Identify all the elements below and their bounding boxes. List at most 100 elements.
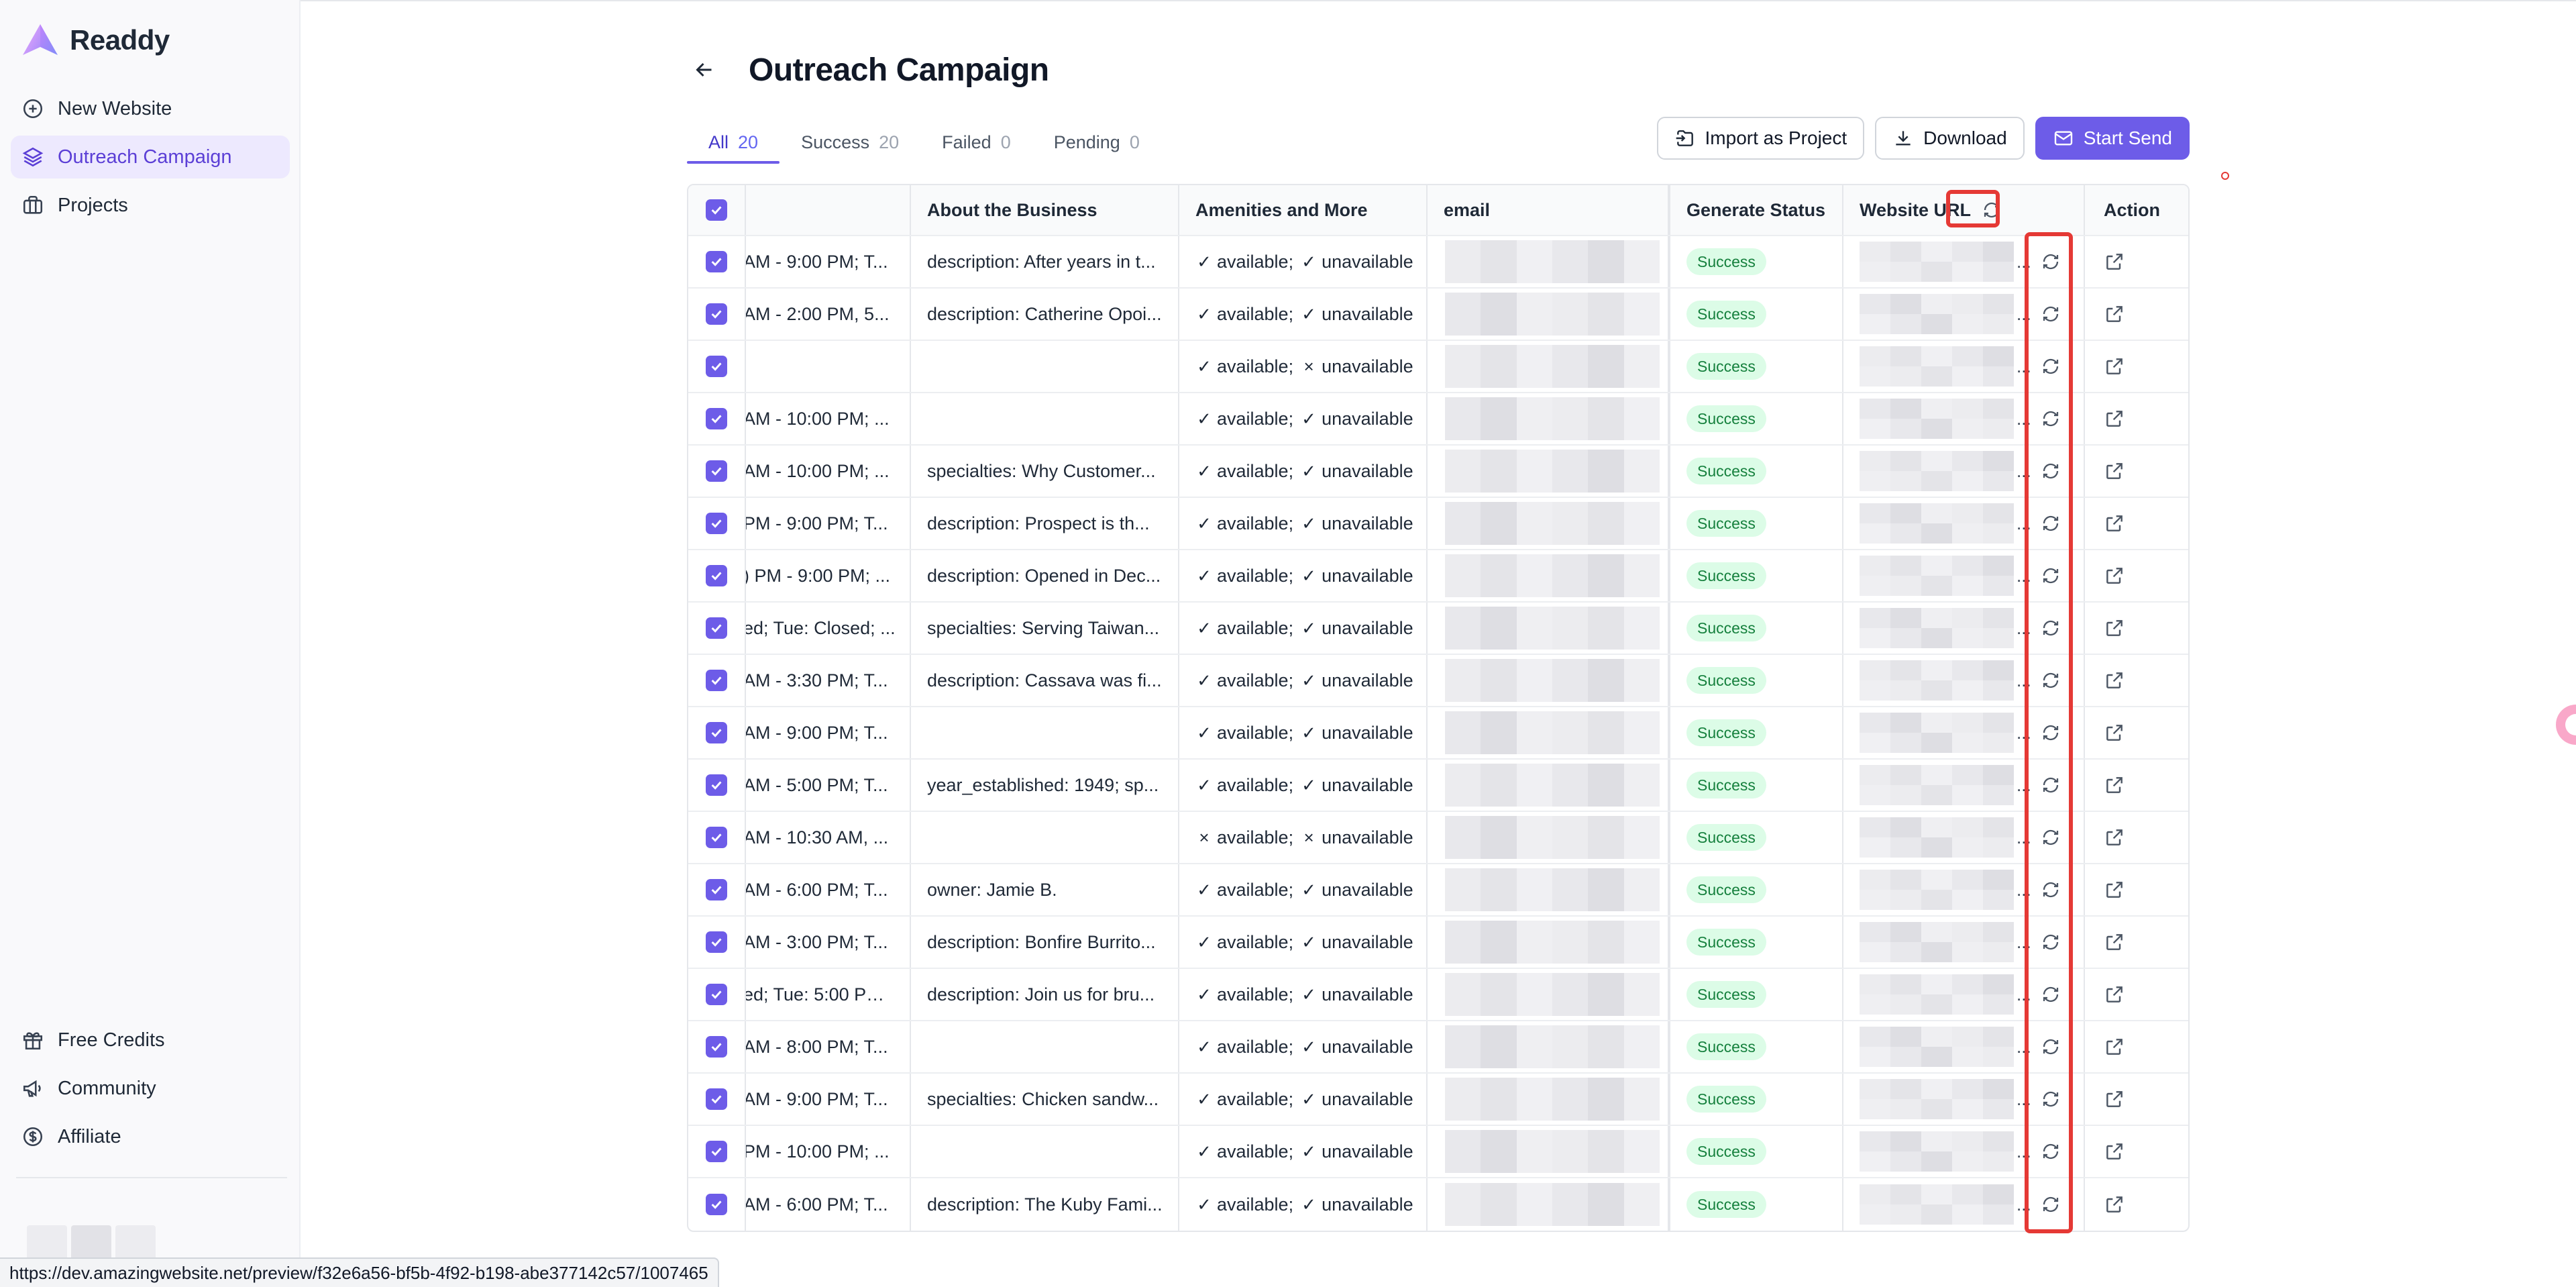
refresh-icon[interactable] [2041, 252, 2061, 272]
table-row[interactable]: AM - 10:00 PM; ... ✓ available; ✓ unavailabl… [688, 393, 2188, 446]
url-cell[interactable]: ... [1843, 289, 2085, 340]
row-checkbox[interactable] [706, 931, 727, 953]
table-row[interactable]: AM - 9:00 PM; T... specialties: Chicken s… [688, 1074, 2188, 1126]
external-link-icon[interactable] [2104, 670, 2125, 691]
external-link-icon[interactable] [2104, 879, 2125, 900]
table-row[interactable]: AM - 3:00 PM; T... description: Bonfire B… [688, 917, 2188, 969]
table-row[interactable]: PM - 9:00 PM; T... description: Prospect … [688, 498, 2188, 550]
refresh-icon[interactable] [2041, 304, 2061, 324]
refresh-icon[interactable] [2041, 566, 2061, 586]
external-link-icon[interactable] [2104, 1088, 2125, 1110]
table-row[interactable]: AM - 10:30 AM, ... × available; × unavailabl… [688, 812, 2188, 864]
external-link-icon[interactable] [2104, 513, 2125, 534]
column-header-url[interactable]: Website URL [1843, 185, 2085, 235]
refresh-icon[interactable] [2041, 513, 2061, 533]
url-cell[interactable]: ... [1843, 498, 2085, 549]
table-row[interactable]: AM - 9:00 PM; T... description: After yea… [688, 236, 2188, 289]
table-row[interactable]: ) PM - 9:00 PM; ... description: Opened i… [688, 550, 2188, 603]
row-checkbox[interactable] [706, 1036, 727, 1058]
row-checkbox[interactable] [706, 303, 727, 325]
external-link-icon[interactable] [2104, 827, 2125, 848]
column-header-email[interactable]: email [1428, 185, 1669, 235]
sidebar-item-free-credits[interactable]: Free Credits [11, 1019, 290, 1062]
sidebar-item-new-website[interactable]: New Website [11, 87, 290, 130]
table-row[interactable]: AM - 8:00 PM; T... ✓ available; ✓ unavailabl… [688, 1021, 2188, 1074]
url-cell[interactable]: ... [1843, 812, 2085, 863]
row-checkbox[interactable] [706, 827, 727, 848]
table-row[interactable]: AM - 2:00 PM, 5... description: Catherine… [688, 289, 2188, 341]
floating-widget-icon[interactable] [2556, 705, 2576, 745]
external-link-icon[interactable] [2104, 565, 2125, 586]
table-row[interactable]: AM - 6:00 PM; T... owner: Jamie B. ✓ availa… [688, 864, 2188, 917]
import-as-project-button[interactable]: Import as Project [1656, 117, 1865, 160]
row-checkbox[interactable] [706, 1141, 727, 1162]
external-link-icon[interactable] [2104, 251, 2125, 272]
tab-failed[interactable]: Failed 0 [920, 121, 1032, 164]
url-cell[interactable]: ... [1843, 341, 2085, 392]
table-row[interactable]: AM - 5:00 PM; T... year_established: 1949… [688, 760, 2188, 812]
tab-all[interactable]: All 20 [687, 121, 780, 164]
table-row[interactable]: ed; Tue: 5:00 PM... description: Join us … [688, 969, 2188, 1021]
url-cell[interactable]: ... [1843, 707, 2085, 758]
row-checkbox[interactable] [706, 251, 727, 272]
row-checkbox[interactable] [706, 722, 727, 743]
table-row[interactable]: PM - 10:00 PM; ... ✓ available; ✓ unavailabl… [688, 1126, 2188, 1178]
row-checkbox[interactable] [706, 1194, 727, 1215]
external-link-icon[interactable] [2104, 774, 2125, 796]
external-link-icon[interactable] [2104, 617, 2125, 639]
logo[interactable]: Readdy [21, 21, 170, 59]
url-cell[interactable]: ... [1843, 1021, 2085, 1072]
url-cell[interactable]: ... [1843, 393, 2085, 444]
refresh-icon[interactable] [2041, 1141, 2061, 1162]
sidebar-item-affiliate[interactable]: Affiliate [11, 1115, 290, 1158]
url-cell[interactable]: ... [1843, 236, 2085, 287]
row-checkbox[interactable] [706, 1088, 727, 1110]
sidebar-item-community[interactable]: Community [11, 1067, 290, 1110]
table-row[interactable]: ✓ available; × unavailable Success... [688, 341, 2188, 393]
url-cell[interactable]: ... [1843, 655, 2085, 706]
external-link-icon[interactable] [2104, 931, 2125, 953]
external-link-icon[interactable] [2104, 460, 2125, 482]
url-cell[interactable]: ... [1843, 550, 2085, 601]
refresh-icon[interactable] [2041, 409, 2061, 429]
table-row[interactable]: AM - 3:30 PM; T... description: Cassava w… [688, 655, 2188, 707]
row-checkbox[interactable] [706, 408, 727, 429]
row-checkbox[interactable] [706, 984, 727, 1005]
column-header-amenities[interactable]: Amenities and More [1179, 185, 1428, 235]
tab-pending[interactable]: Pending 0 [1032, 121, 1161, 164]
url-cell[interactable]: ... [1843, 1178, 2085, 1231]
refresh-icon[interactable] [2041, 984, 2061, 1005]
refresh-icon[interactable] [2041, 723, 2061, 743]
back-button[interactable] [687, 52, 722, 87]
tab-success[interactable]: Success 20 [780, 121, 920, 164]
refresh-icon[interactable] [2041, 670, 2061, 690]
row-checkbox[interactable] [706, 670, 727, 691]
sidebar-item-projects[interactable]: Projects [11, 184, 290, 227]
refresh-icon[interactable] [2041, 775, 2061, 795]
row-checkbox[interactable] [706, 774, 727, 796]
url-cell[interactable]: ... [1843, 969, 2085, 1020]
column-header-status[interactable]: Generate Status [1669, 185, 1843, 235]
external-link-icon[interactable] [2104, 408, 2125, 429]
column-header-about[interactable]: About the Business [911, 185, 1179, 235]
row-checkbox[interactable] [706, 565, 727, 586]
url-cell[interactable]: ... [1843, 917, 2085, 968]
row-checkbox[interactable] [706, 460, 727, 482]
start-send-button[interactable]: Start Send [2035, 117, 2190, 160]
row-checkbox[interactable] [706, 617, 727, 639]
url-cell[interactable]: ... [1843, 864, 2085, 915]
url-cell[interactable]: ... [1843, 1074, 2085, 1125]
refresh-icon[interactable] [2041, 1037, 2061, 1057]
refresh-icon[interactable] [2041, 827, 2061, 847]
table-row[interactable]: AM - 6:00 PM; T... description: The Kuby … [688, 1178, 2188, 1231]
refresh-icon[interactable] [2041, 618, 2061, 638]
url-cell[interactable]: ... [1843, 760, 2085, 811]
table-row[interactable]: AM - 9:00 PM; T... ✓ available; ✓ unavailabl… [688, 707, 2188, 760]
sidebar-item-outreach-campaign[interactable]: Outreach Campaign [11, 136, 290, 178]
external-link-icon[interactable] [2104, 1194, 2125, 1215]
table-row[interactable]: ed; Tue: Closed; ... specialties: Serving… [688, 603, 2188, 655]
external-link-icon[interactable] [2104, 356, 2125, 377]
external-link-icon[interactable] [2104, 303, 2125, 325]
refresh-icon[interactable] [2041, 356, 2061, 376]
refresh-all-icon[interactable] [1982, 200, 2002, 220]
